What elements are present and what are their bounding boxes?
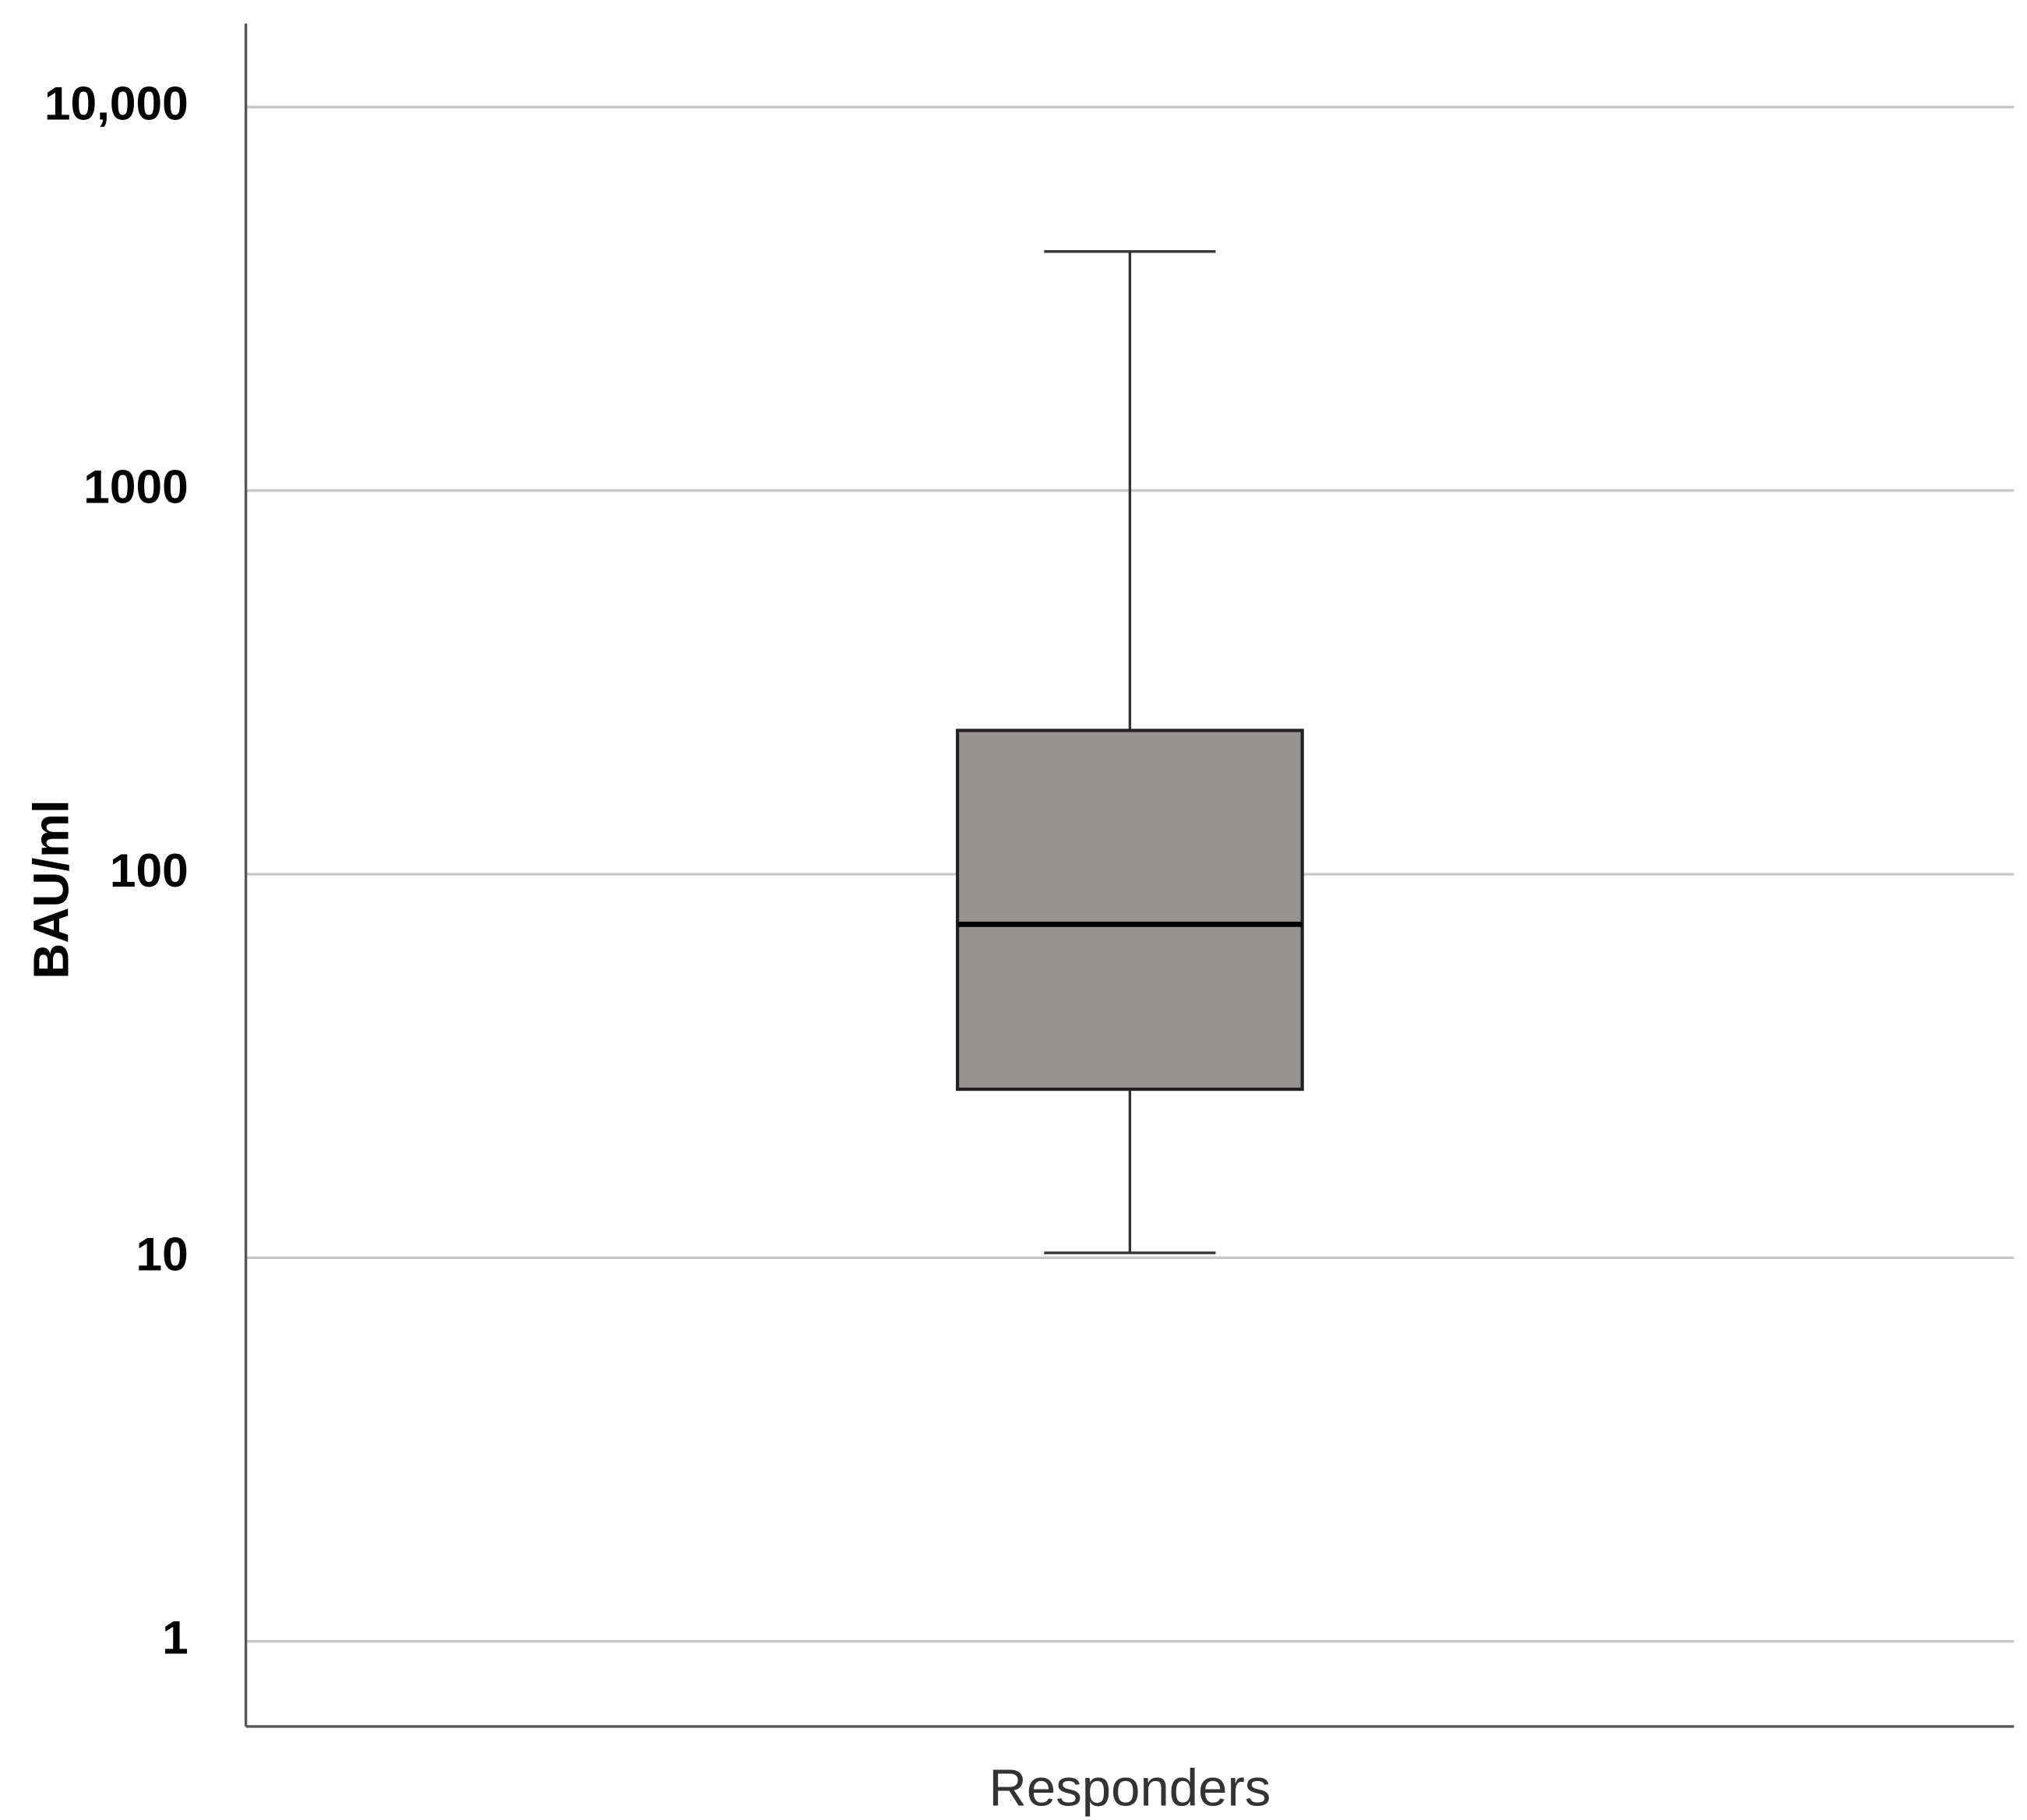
y-tick-label: 10 (136, 1227, 189, 1280)
y-tick-label: 1000 (83, 460, 188, 513)
y-tick-label: 1 (162, 1611, 189, 1664)
box (956, 728, 1304, 1092)
y-tick-label: 100 (110, 844, 189, 897)
y-axis-title: BAU/ml (23, 799, 79, 979)
y-tick-label: 10,000 (44, 76, 189, 129)
x-tick-label: Responders (989, 1759, 1271, 1818)
